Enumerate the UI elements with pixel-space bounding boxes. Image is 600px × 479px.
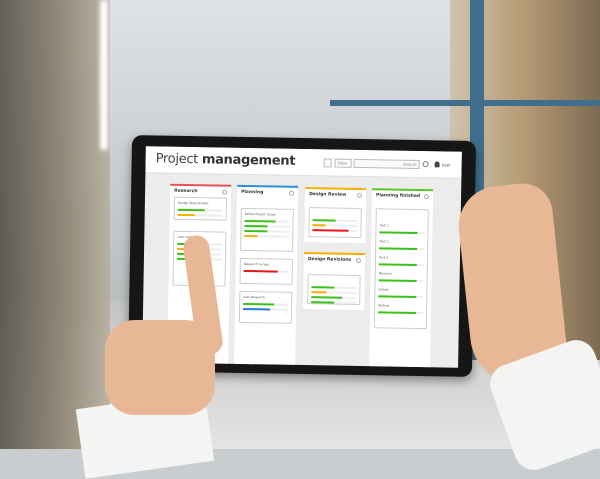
bar-label: Design [378, 287, 389, 292]
view-toggle-button[interactable] [323, 158, 332, 168]
progress-bar [243, 307, 289, 311]
progress-bar [177, 208, 223, 212]
progress-bar [243, 269, 289, 273]
task-card[interactable]: Task 1 Task 2 Task 3 Measure Design Testing [373, 208, 429, 330]
progress-bar [378, 295, 424, 299]
card-title [313, 211, 358, 217]
card-title: User Research [243, 294, 265, 300]
user-icon[interactable] [434, 161, 440, 168]
task-card[interactable]: Define Project Scope [240, 207, 294, 252]
card-title [380, 212, 425, 218]
bar-label: Task 2 [379, 239, 389, 244]
progress-bar [312, 229, 358, 232]
progress-bar [311, 301, 357, 304]
column-planning: Planning Define Project Scope Research Sur… [234, 184, 299, 365]
shelf-beam [330, 100, 600, 106]
app-header: Project management Filter Search User [145, 146, 462, 179]
task-card[interactable] [308, 207, 362, 239]
progress-bar [312, 224, 358, 227]
gear-icon[interactable] [424, 194, 430, 200]
progress-bar [379, 247, 425, 251]
progress-bar [244, 234, 290, 238]
task-card[interactable]: User Research [238, 290, 293, 324]
column-planning-finished: Planning finished Task 1 Task 2 Task 3 Measu… [369, 188, 434, 368]
column-design-revisions: Design Revisions [303, 252, 366, 311]
card-title: Research Survey [243, 261, 270, 267]
gear-icon[interactable] [222, 189, 228, 195]
progress-bar [244, 224, 290, 228]
gear-icon[interactable] [289, 190, 295, 196]
gear-icon[interactable] [355, 257, 361, 264]
bar-label: Task 1 [379, 223, 389, 228]
task-card[interactable]: Design Requirement [173, 196, 228, 221]
left-shelves [0, 0, 110, 449]
progress-bar [244, 229, 290, 233]
filter-button[interactable]: Filter [334, 158, 352, 168]
search-icon[interactable] [422, 161, 429, 168]
progress-bar [378, 263, 424, 267]
bar-label: Task 3 [378, 255, 389, 260]
progress-bar [311, 286, 357, 289]
progress-bar [312, 219, 358, 222]
column-design-review: Design Review [304, 187, 367, 244]
progress-bar [177, 213, 223, 217]
progress-bar [378, 311, 424, 315]
bar-label: Measure [378, 271, 392, 276]
bar-label: Testing [378, 303, 389, 308]
progress-bar [311, 291, 357, 294]
task-card[interactable]: Research Survey [239, 257, 293, 285]
user-label: User [441, 162, 451, 168]
progress-bar [311, 296, 357, 299]
card-title [312, 278, 357, 284]
card-title: Define Project Scope [244, 211, 276, 217]
progress-bar [243, 302, 289, 306]
search-input[interactable]: Search [353, 158, 420, 170]
card-title: Design Requirement [177, 200, 209, 206]
page-title: Project management [155, 151, 296, 169]
progress-bar [379, 231, 425, 235]
gear-icon[interactable] [357, 192, 363, 199]
task-card[interactable] [307, 274, 361, 306]
ceiling-light [100, 0, 108, 150]
progress-bar [244, 219, 290, 223]
progress-bar [378, 279, 424, 283]
